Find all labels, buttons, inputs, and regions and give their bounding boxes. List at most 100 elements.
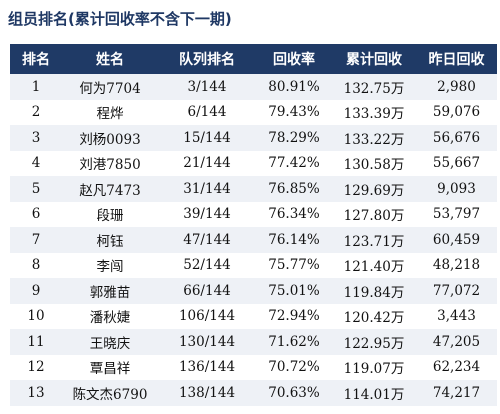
table-cell: 刘杨0093 [62, 125, 158, 151]
table-cell: 47,205 [416, 329, 497, 355]
table-cell: 覃昌祥 [62, 354, 158, 380]
table-cell: 47/144 [158, 227, 256, 253]
table-cell: 133.39万 [332, 99, 416, 125]
table-cell: 53,797 [416, 201, 497, 227]
table-row: 5 赵凡7473 31/144 76.85% 129.69万 9,093 [10, 176, 497, 202]
table-cell: 76.34% [256, 201, 332, 227]
table-cell: 11 [10, 329, 62, 355]
ranking-table: 排名 姓名 队列排名 回收率 累计回收 昨日回收 1 何为7704 3/144 80.91% 13… [10, 44, 497, 406]
table-row: 9 郭雅苗 66/144 75.01% 119.84万 77,072 [10, 278, 497, 304]
table-cell: 9 [10, 278, 62, 304]
table-cell: 136/144 [158, 354, 256, 380]
table-cell: 何为7704 [62, 74, 158, 100]
table-cell: 王晓庆 [62, 329, 158, 355]
table-cell: 5 [10, 176, 62, 202]
table-cell: 132.75万 [332, 74, 416, 100]
table-cell: 133.22万 [332, 125, 416, 151]
table-cell: 3 [10, 125, 62, 151]
table-cell: 74,217 [416, 380, 497, 406]
table-cell: 52/144 [158, 252, 256, 278]
table-cell: 119.84万 [332, 278, 416, 304]
table-row: 7 柯钰 47/144 76.14% 123.71万 60,459 [10, 227, 497, 253]
table-cell: 76.85% [256, 176, 332, 202]
table-cell: 56,676 [416, 125, 497, 151]
table-cell: 60,459 [416, 227, 497, 253]
table-row: 4 刘港7850 21/144 77.42% 130.58万 55,667 [10, 150, 497, 176]
header-cell: 累计回收 [332, 44, 416, 74]
table-row: 2 程烨 6/144 79.43% 133.39万 59,076 [10, 99, 497, 125]
table-cell: 62,234 [416, 354, 497, 380]
table-cell: 39/144 [158, 201, 256, 227]
table-cell: 13 [10, 380, 62, 406]
table-cell: 79.43% [256, 99, 332, 125]
header-cell: 队列排名 [158, 44, 256, 74]
table-cell: 75.01% [256, 278, 332, 304]
table-cell: 122.95万 [332, 329, 416, 355]
table-row: 11 王晓庆 130/144 71.62% 122.95万 47,205 [10, 329, 497, 355]
table-cell: 78.29% [256, 125, 332, 151]
header-cell: 回收率 [256, 44, 332, 74]
table-cell: 127.80万 [332, 201, 416, 227]
table-cell: 72.94% [256, 303, 332, 329]
table-cell: 陈文杰6790 [62, 380, 158, 406]
table-cell: 80.91% [256, 74, 332, 100]
table-cell: 12 [10, 354, 62, 380]
table-cell: 李闯 [62, 252, 158, 278]
table-cell: 123.71万 [332, 227, 416, 253]
table-cell: 4 [10, 150, 62, 176]
table-cell: 6/144 [158, 99, 256, 125]
table-row: 12 覃昌祥 136/144 70.72% 119.07万 62,234 [10, 354, 497, 380]
table-row: 1 何为7704 3/144 80.91% 132.75万 2,980 [10, 74, 497, 100]
table-cell: 70.72% [256, 354, 332, 380]
table-cell: 130.58万 [332, 150, 416, 176]
table-cell: 8 [10, 252, 62, 278]
table-row: 3 刘杨0093 15/144 78.29% 133.22万 56,676 [10, 125, 497, 151]
table-cell: 129.69万 [332, 176, 416, 202]
header-cell: 排名 [10, 44, 62, 74]
table-cell: 郭雅苗 [62, 278, 158, 304]
table-cell: 48,218 [416, 252, 497, 278]
table-cell: 6 [10, 201, 62, 227]
page-title: 组员排名(累计回收率不含下一期) [8, 10, 232, 28]
table-cell: 77.42% [256, 150, 332, 176]
table-cell: 114.01万 [332, 380, 416, 406]
table-cell: 75.77% [256, 252, 332, 278]
header-cell: 昨日回收 [416, 44, 497, 74]
table-row: 6 段珊 39/144 76.34% 127.80万 53,797 [10, 201, 497, 227]
table-cell: 55,667 [416, 150, 497, 176]
table-cell: 66/144 [158, 278, 256, 304]
table-cell: 138/144 [158, 380, 256, 406]
table-cell: 3,443 [416, 303, 497, 329]
table-row: 10 潘秋婕 106/144 72.94% 120.42万 3,443 [10, 303, 497, 329]
table-cell: 106/144 [158, 303, 256, 329]
table-cell: 9,093 [416, 176, 497, 202]
table-cell: 7 [10, 227, 62, 253]
table-cell: 10 [10, 303, 62, 329]
table-cell: 2 [10, 99, 62, 125]
table-cell: 柯钰 [62, 227, 158, 253]
header-cell: 姓名 [62, 44, 158, 74]
table-row: 13 陈文杰6790 138/144 70.63% 114.01万 74,217 [10, 380, 497, 406]
header-row: 排名 姓名 队列排名 回收率 累计回收 昨日回收 [10, 44, 497, 74]
table-cell: 15/144 [158, 125, 256, 151]
table-cell: 31/144 [158, 176, 256, 202]
table-cell: 程烨 [62, 99, 158, 125]
table-cell: 2,980 [416, 74, 497, 100]
table-cell: 121.40万 [332, 252, 416, 278]
table-cell: 段珊 [62, 201, 158, 227]
table-cell: 120.42万 [332, 303, 416, 329]
table-cell: 潘秋婕 [62, 303, 158, 329]
table-cell: 3/144 [158, 74, 256, 100]
table-cell: 59,076 [416, 99, 497, 125]
table-cell: 71.62% [256, 329, 332, 355]
table-cell: 76.14% [256, 227, 332, 253]
table-cell: 119.07万 [332, 354, 416, 380]
table-cell: 21/144 [158, 150, 256, 176]
table-cell: 130/144 [158, 329, 256, 355]
table-cell: 77,072 [416, 278, 497, 304]
table-cell: 赵凡7473 [62, 176, 158, 202]
table-row: 8 李闯 52/144 75.77% 121.40万 48,218 [10, 252, 497, 278]
table-cell: 1 [10, 74, 62, 100]
table-cell: 刘港7850 [62, 150, 158, 176]
